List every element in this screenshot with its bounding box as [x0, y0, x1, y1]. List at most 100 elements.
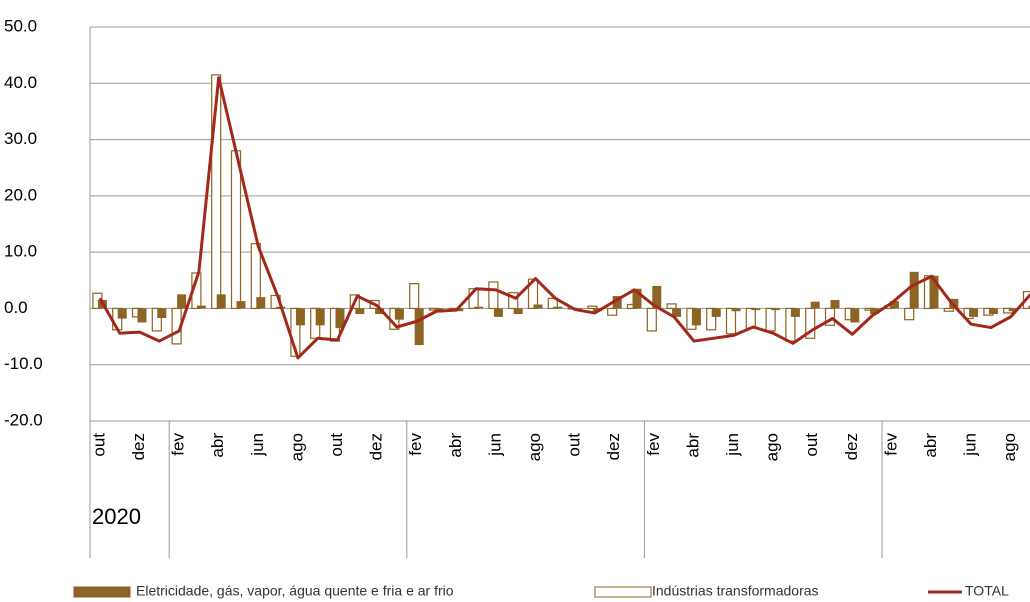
filled-bar [157, 308, 167, 318]
filled-bar [909, 271, 919, 309]
x-tick-label: ago [763, 433, 782, 461]
legend-swatch [594, 586, 652, 598]
legend-swatch [73, 586, 131, 598]
hollow-bar [587, 305, 598, 310]
hollow-bar [488, 281, 499, 310]
filled-bar [553, 306, 563, 309]
filled-bar [711, 308, 721, 317]
total-line [98, 76, 1030, 360]
y-tick-label: 10.0 [4, 242, 37, 261]
legend-label: Indústrias transformadoras [652, 583, 819, 599]
filled-bar [870, 308, 880, 315]
x-tick-label: fev [644, 433, 663, 456]
x-tick-label: out [565, 433, 584, 457]
filled-bar [850, 308, 860, 323]
x-tick-label: out [802, 433, 821, 457]
x-tick-label: dez [604, 433, 623, 460]
filled-bar [196, 305, 206, 309]
filled-bar [672, 308, 682, 317]
hollow-bar [468, 288, 479, 310]
filled-bar [295, 308, 305, 326]
filled-bar [474, 306, 484, 309]
x-tick-label: dez [367, 433, 386, 460]
hollow-bar [943, 307, 954, 312]
hollow-bar [666, 303, 677, 310]
filled-bar [889, 301, 899, 309]
filled-bar [1028, 305, 1030, 309]
filled-bar [612, 296, 622, 309]
x-tick-label: abr [921, 433, 940, 458]
filled-bar [810, 301, 820, 309]
x-tick-label: fev [169, 433, 188, 456]
filled-bar [751, 308, 761, 311]
y-tick-label: -10.0 [4, 354, 43, 373]
filled-bar [454, 308, 464, 312]
hollow-bar [805, 307, 816, 339]
hollow-bar [230, 150, 242, 310]
filled-bar [929, 275, 939, 309]
filled-bar [216, 294, 226, 309]
x-tick-label: ago [287, 433, 306, 461]
filled-bar [236, 301, 246, 309]
filled-bar [790, 308, 800, 317]
filled-bar [513, 308, 523, 315]
filled-bar [493, 308, 503, 317]
x-tick-label: jun [248, 433, 267, 457]
filled-bar [137, 308, 147, 323]
filled-bar [691, 308, 701, 326]
filled-bar [177, 294, 187, 309]
filled-bar [830, 299, 840, 309]
hollow-bar [706, 307, 717, 331]
hollow-bar [725, 307, 737, 335]
filled-bar [315, 308, 325, 326]
hollow-bar [250, 243, 261, 310]
hollow-bar [607, 307, 618, 316]
x-tick-label: ago [525, 433, 544, 461]
x-tick-label: fev [881, 433, 900, 456]
x-tick-label: dez [842, 433, 861, 460]
filled-bar [335, 308, 345, 329]
y-tick-label: -20.0 [4, 410, 43, 429]
filled-bar [375, 308, 385, 315]
y-tick-label: 40.0 [4, 73, 37, 92]
x-tick-label: out [89, 433, 108, 457]
y-tick-label: 30.0 [4, 129, 37, 148]
legend-label: TOTAL [965, 583, 1009, 599]
y-tick-label: 20.0 [4, 185, 37, 204]
hollow-bar [508, 292, 519, 310]
filled-bar [771, 308, 781, 311]
x-tick-label: abr [683, 433, 702, 458]
hollow-bar [904, 307, 915, 321]
legend-label: Eletricidade, gás, vapor, água quente e … [136, 583, 454, 599]
group-label: 2020 [92, 504, 141, 529]
filled-bar [731, 308, 741, 312]
hollow-bar [211, 74, 222, 310]
x-tick-label: jun [485, 433, 504, 457]
y-tick-label: 50.0 [4, 16, 37, 35]
x-tick-label: out [327, 433, 346, 457]
hollow-bar [745, 307, 756, 329]
filled-bar [256, 297, 266, 309]
hollow-bar [409, 283, 420, 310]
filled-bar [117, 308, 127, 319]
filled-bar [652, 285, 662, 309]
hollow-bar [151, 307, 162, 332]
hollow-bar [547, 297, 558, 310]
y-tick-label: 0.0 [4, 298, 28, 317]
hollow-bar [646, 307, 657, 332]
x-tick-label: fev [406, 433, 425, 456]
filled-bar [533, 304, 543, 309]
filled-bar [969, 308, 979, 317]
x-tick-label: jun [961, 433, 980, 457]
x-tick-label: dez [129, 433, 148, 460]
x-tick-label: ago [1000, 433, 1019, 461]
x-tick-label: abr [208, 433, 227, 458]
filled-bar [414, 308, 424, 346]
filled-bar [988, 308, 998, 315]
hollow-bar [765, 307, 776, 332]
filled-bar [1008, 308, 1018, 312]
hollow-bar [824, 307, 836, 326]
x-tick-label: abr [446, 433, 465, 458]
filled-bar [632, 288, 642, 309]
